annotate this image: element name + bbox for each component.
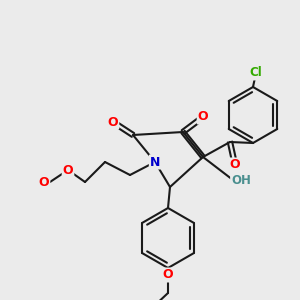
Text: N: N <box>150 155 160 169</box>
Text: O: O <box>39 176 49 188</box>
Text: Cl: Cl <box>250 67 262 80</box>
Text: OH: OH <box>231 173 251 187</box>
Text: O: O <box>63 164 73 176</box>
Text: O: O <box>230 158 240 172</box>
Text: O: O <box>198 110 208 124</box>
Text: O: O <box>163 268 173 281</box>
Text: O: O <box>108 116 118 128</box>
